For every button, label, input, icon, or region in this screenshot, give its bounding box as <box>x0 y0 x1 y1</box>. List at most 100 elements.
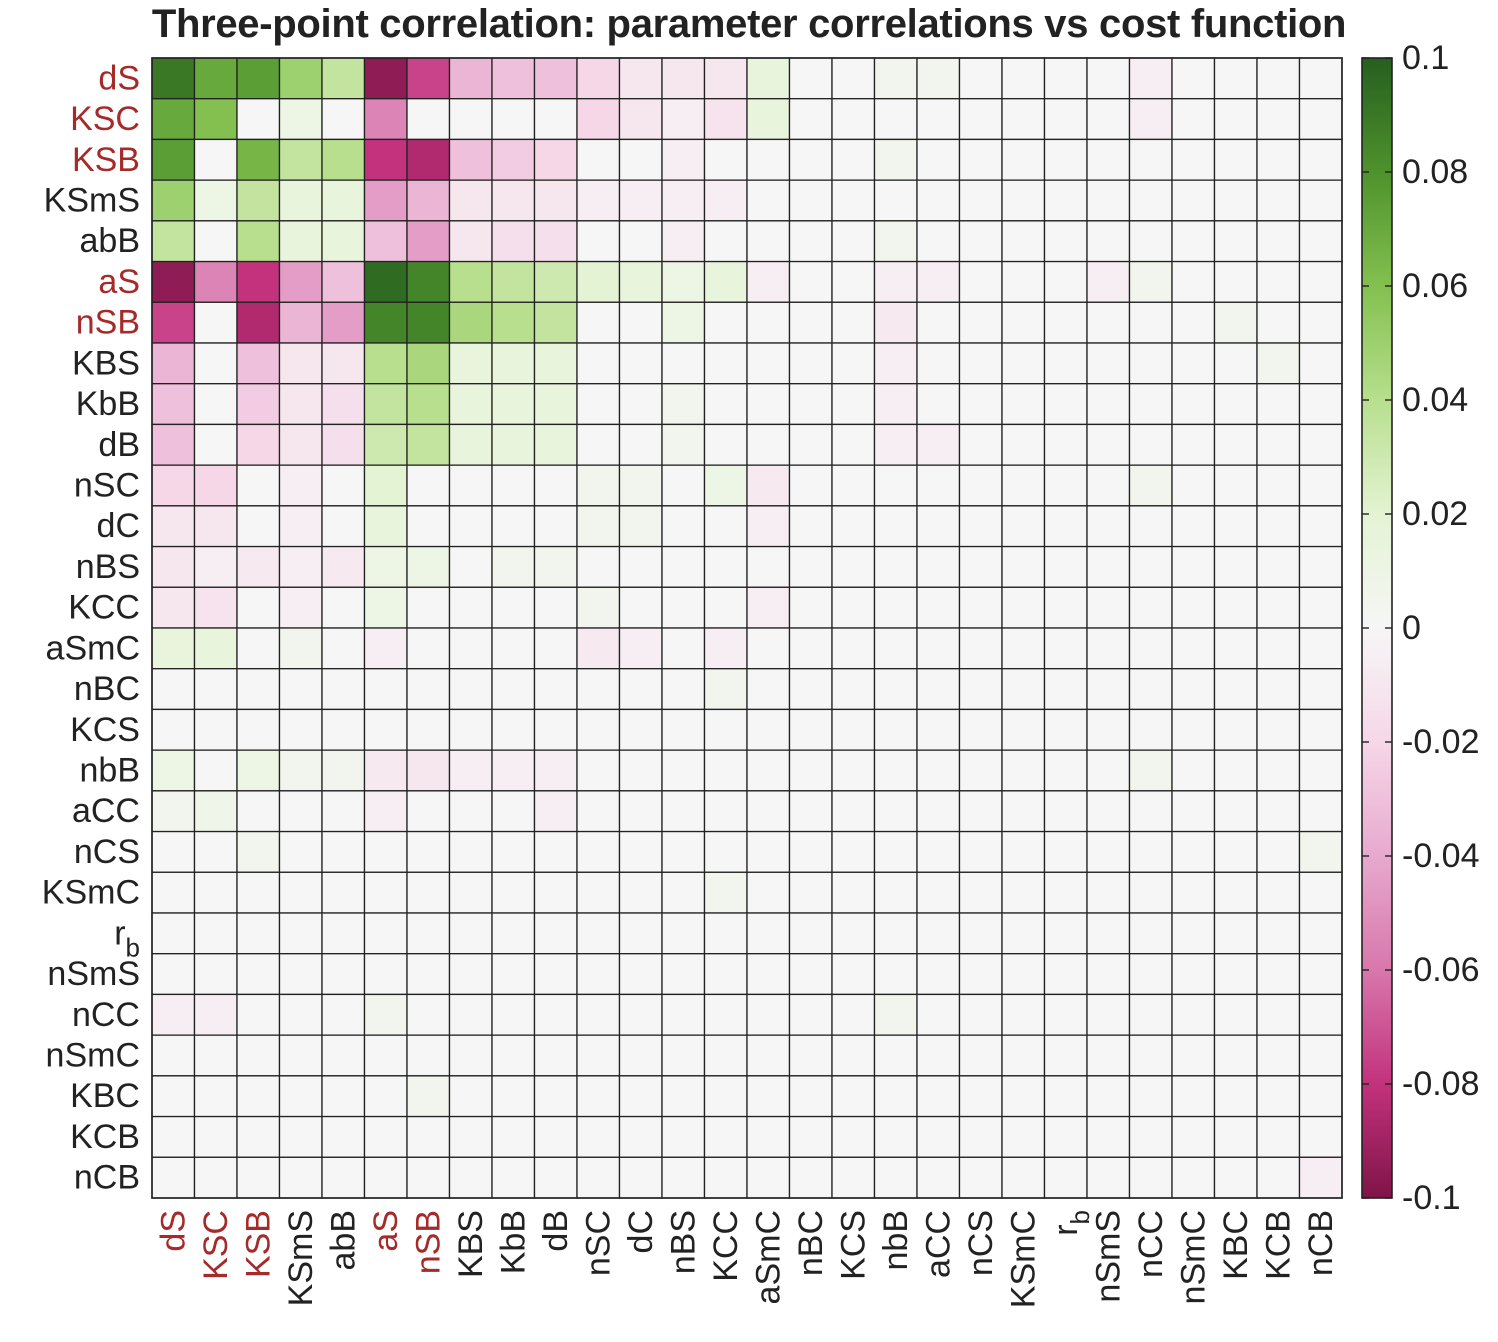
heatmap-cell <box>278 953 323 996</box>
heatmap-cell <box>958 830 1003 873</box>
heatmap-cell <box>916 790 961 833</box>
heatmap-cell <box>661 260 706 303</box>
heatmap-cell <box>491 545 536 588</box>
heatmap-cell <box>236 586 281 629</box>
heatmap-cell <box>448 668 493 711</box>
column-label: KbB <box>494 1210 532 1274</box>
heatmap-cell <box>151 464 196 507</box>
heatmap-cell <box>193 220 238 263</box>
heatmap-cell <box>703 383 748 426</box>
heatmap-cell <box>788 627 833 670</box>
heatmap-cell <box>363 179 408 222</box>
heatmap-cell <box>151 545 196 588</box>
heatmap-cell <box>321 1034 366 1077</box>
heatmap-cell <box>1256 220 1301 263</box>
heatmap-cell <box>406 790 451 833</box>
heatmap-cell <box>278 912 323 955</box>
heatmap-cell <box>533 790 578 833</box>
heatmap-cell <box>151 627 196 670</box>
heatmap-cell <box>1298 668 1343 711</box>
heatmap-cell <box>618 220 663 263</box>
heatmap-cell <box>236 953 281 996</box>
heatmap-cell <box>618 749 663 792</box>
heatmap-cell <box>1256 953 1301 996</box>
heatmap-cell <box>1171 830 1216 873</box>
heatmap-cell <box>1213 505 1258 548</box>
heatmap-cell <box>958 708 1003 751</box>
heatmap-cell <box>746 749 791 792</box>
heatmap-cell <box>661 464 706 507</box>
heatmap-cell <box>1001 1034 1046 1077</box>
row-label: dB <box>98 426 140 464</box>
heatmap-cell <box>533 464 578 507</box>
heatmap-cell <box>1256 1156 1301 1199</box>
heatmap-cell <box>533 260 578 303</box>
heatmap-cell <box>958 912 1003 955</box>
heatmap-cell <box>788 1156 833 1199</box>
heatmap-cell <box>448 505 493 548</box>
heatmap-cell <box>661 708 706 751</box>
heatmap-cell <box>533 220 578 263</box>
heatmap-cell <box>1213 179 1258 222</box>
heatmap-cell <box>193 993 238 1036</box>
heatmap-cell <box>321 586 366 629</box>
heatmap-cell <box>236 993 281 1036</box>
heatmap-cell <box>1298 749 1343 792</box>
heatmap-cell <box>1001 383 1046 426</box>
heatmap-cell <box>916 953 961 996</box>
heatmap-cell <box>1043 464 1088 507</box>
heatmap-cell <box>958 138 1003 181</box>
heatmap-cell <box>533 57 578 100</box>
heatmap-cell <box>873 993 918 1036</box>
heatmap-cell <box>151 138 196 181</box>
heatmap-cell <box>278 98 323 141</box>
heatmap-cell <box>788 749 833 792</box>
heatmap-cell <box>831 953 876 996</box>
heatmap-cell <box>576 708 621 751</box>
heatmap-cell <box>491 138 536 181</box>
heatmap-cell <box>661 871 706 914</box>
heatmap-cell <box>151 342 196 385</box>
heatmap-cell <box>873 464 918 507</box>
heatmap-cell <box>1128 627 1173 670</box>
heatmap-cell <box>321 505 366 548</box>
heatmap-cell <box>1298 627 1343 670</box>
heatmap-cell <box>788 138 833 181</box>
heatmap-cell <box>746 464 791 507</box>
heatmap-cell <box>618 301 663 344</box>
heatmap-cell <box>363 912 408 955</box>
heatmap-cell <box>1128 57 1173 100</box>
heatmap-cell <box>576 1034 621 1077</box>
heatmap-cell <box>1213 790 1258 833</box>
heatmap-cell <box>1086 953 1131 996</box>
heatmap-cell <box>958 179 1003 222</box>
column-label: dB <box>537 1210 575 1252</box>
heatmap-cell <box>1256 505 1301 548</box>
heatmap-cell <box>278 57 323 100</box>
heatmap-cell <box>1256 708 1301 751</box>
heatmap-cell <box>1171 1075 1216 1118</box>
heatmap-cell <box>873 301 918 344</box>
heatmap-cell <box>1086 505 1131 548</box>
heatmap-cell <box>406 1115 451 1158</box>
heatmap-cell <box>321 708 366 751</box>
heatmap-cell <box>193 627 238 670</box>
heatmap-cell <box>406 57 451 100</box>
column-label: aCC <box>919 1210 957 1278</box>
heatmap-cell <box>618 545 663 588</box>
row-label: KCC <box>68 589 140 627</box>
heatmap-cell <box>1086 1115 1131 1158</box>
heatmap-cell <box>491 220 536 263</box>
heatmap-cell <box>873 912 918 955</box>
heatmap-cell <box>788 179 833 222</box>
heatmap-cell <box>576 138 621 181</box>
heatmap-cell <box>193 423 238 466</box>
heatmap-cell <box>576 586 621 629</box>
heatmap-cell <box>448 138 493 181</box>
heatmap-cell <box>958 790 1003 833</box>
heatmap-cell <box>1256 179 1301 222</box>
heatmap-cell <box>321 871 366 914</box>
heatmap-cell <box>491 98 536 141</box>
heatmap-cell <box>1086 301 1131 344</box>
heatmap-cell <box>1256 138 1301 181</box>
